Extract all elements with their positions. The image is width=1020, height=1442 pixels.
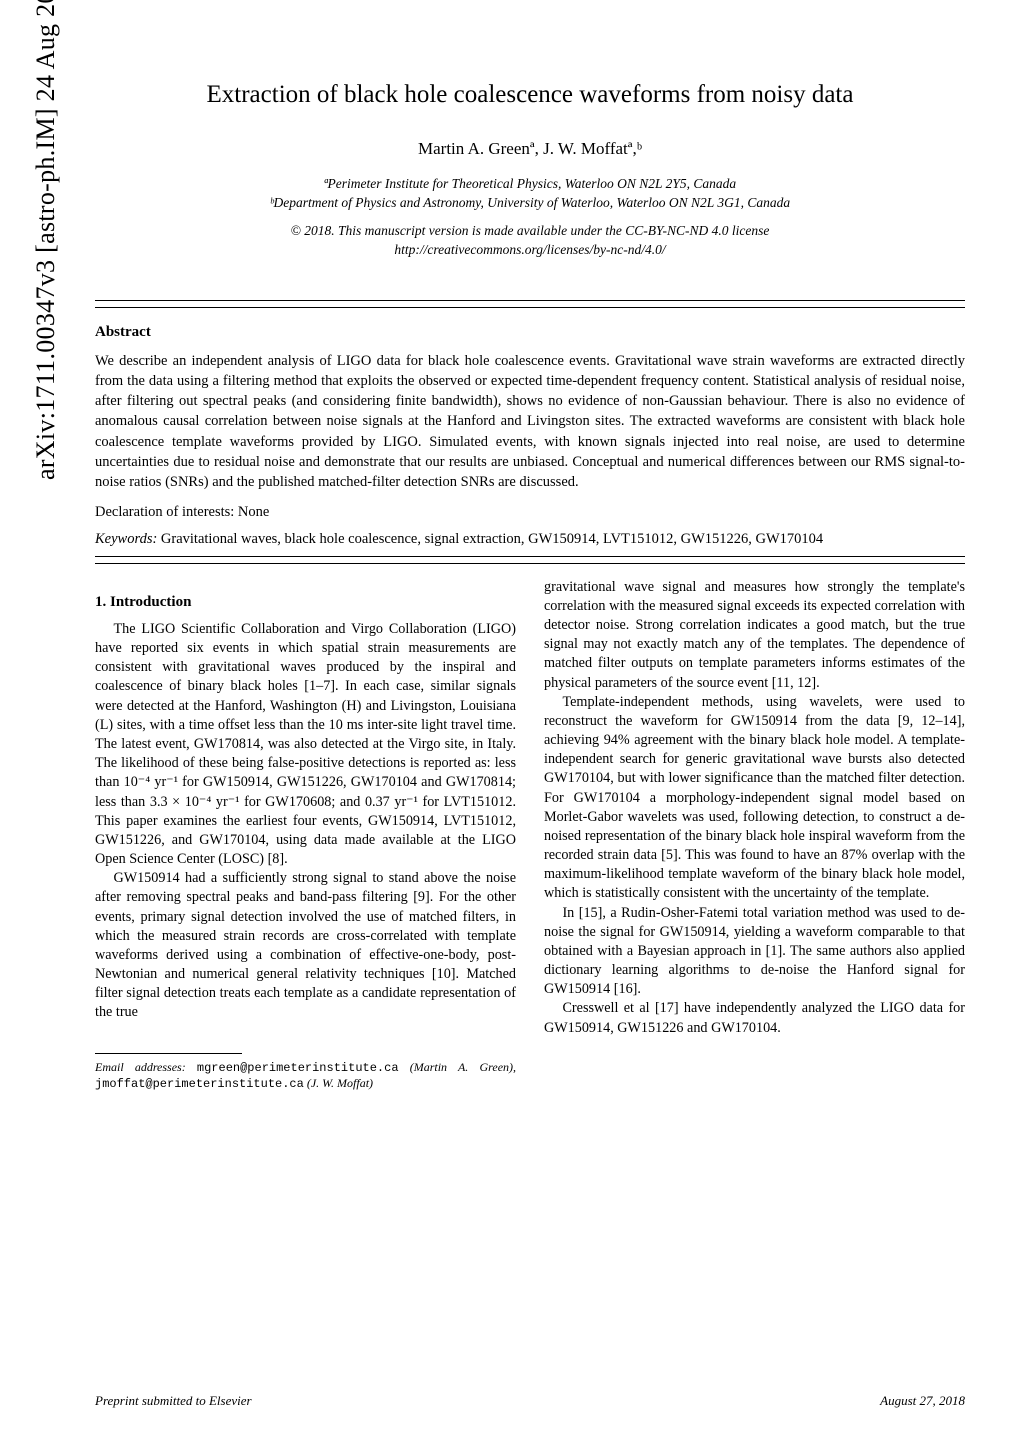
affiliation-a: ªPerimeter Institute for Theoretical Phy… [95,175,965,194]
footnote-label: Email addresses: [95,1060,186,1074]
footer-right: August 27, 2018 [880,1392,965,1410]
abstract-heading: Abstract [95,322,965,342]
footnote-email-1: mgreen@perimeterinstitute.ca [197,1061,399,1075]
keywords-label: Keywords: [95,531,157,547]
right-paragraph-3: In [15], a Rudin-Osher-Fatemi total vari… [544,904,965,1000]
keywords-text: Gravitational waves, black hole coalesce… [157,531,823,547]
rule-top-thick [95,300,965,301]
intro-paragraph-2: GW150914 had a sufficiently strong signa… [95,869,516,1022]
keywords-line: Keywords: Gravitational waves, black hol… [95,530,965,550]
rule-bottom-thick [95,563,965,564]
footer-left: Preprint submitted to Elsevier [95,1392,252,1410]
arxiv-identifier: arXiv:1711.00347v3 [astro-ph.IM] 24 Aug … [28,0,63,480]
author-list: Martin A. Greenª, J. W. Moffatª,ᵇ [95,138,965,161]
affiliation-b: ᵇDepartment of Physics and Astronomy, Un… [95,194,965,213]
license-block: © 2018. This manuscript version is made … [95,222,965,260]
license-line-1: © 2018. This manuscript version is made … [95,222,965,241]
footnote-name-2: (J. W. Moffat) [304,1076,373,1090]
footnote-emails: Email addresses: mgreen@perimeterinstitu… [95,1060,516,1093]
rule-bottom-thin [95,556,965,557]
abstract-text: We describe an independent analysis of L… [95,351,965,493]
right-column: gravitational wave signal and measures h… [544,578,965,1093]
page-footer: Preprint submitted to Elsevier August 27… [95,1392,965,1410]
footnote-email-2: jmoffat@perimeterinstitute.ca [95,1077,304,1091]
right-paragraph-1: gravitational wave signal and measures h… [544,578,965,693]
paper-title: Extraction of black hole coalescence wav… [95,78,965,112]
affiliations-block: ªPerimeter Institute for Theoretical Phy… [95,175,965,213]
declaration-of-interests: Declaration of interests: None [95,503,965,523]
intro-heading: 1. Introduction [95,592,516,612]
rule-top-thin [95,307,965,308]
footnote-rule [95,1053,242,1054]
license-line-2: http://creativecommons.org/licenses/by-n… [95,241,965,260]
left-column: 1. Introduction The LIGO Scientific Coll… [95,578,516,1093]
two-column-body: 1. Introduction The LIGO Scientific Coll… [95,578,965,1093]
right-paragraph-2: Template-independent methods, using wave… [544,693,965,904]
footnote-name-1: (Martin A. Green), [399,1060,516,1074]
right-paragraph-4: Cresswell et al [17] have independently … [544,999,965,1037]
intro-paragraph-1: The LIGO Scientific Collaboration and Vi… [95,620,516,869]
